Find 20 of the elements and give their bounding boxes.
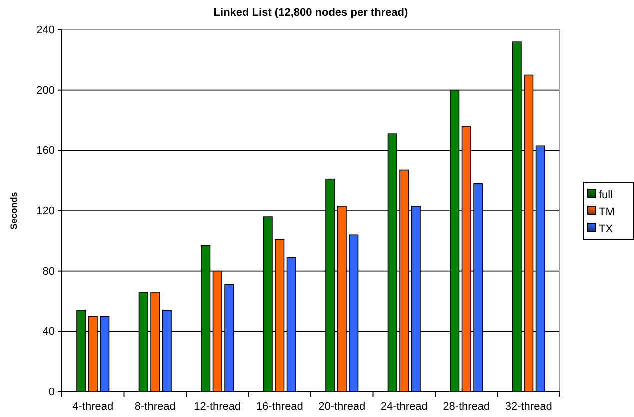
x-tick-label: 20-thread: [318, 401, 366, 413]
x-tick-label: 4-thread: [72, 401, 114, 413]
x-tick-label: 32-thread: [505, 401, 552, 413]
y-tick-label: 160: [36, 145, 55, 158]
x-tick-label: 8-thread: [134, 401, 176, 413]
y-tick-label: 40: [42, 326, 55, 338]
chart-title: Linked List (12,800 nodes per thread): [214, 7, 409, 19]
legend-label: full: [599, 190, 614, 202]
legend-label: TM: [599, 206, 615, 218]
y-tick-label: 240: [36, 24, 55, 37]
y-axis-title: Seconds: [9, 192, 19, 230]
y-tick-label: 200: [36, 84, 55, 97]
x-tick-label: 24-thread: [380, 401, 428, 413]
y-tick-label: 80: [42, 266, 55, 278]
x-tick-label: 28-thread: [443, 401, 490, 413]
x-tick-label: 12-thread: [194, 401, 242, 413]
y-tick-label: 120: [36, 206, 55, 218]
x-tick-label: 16-thread: [256, 401, 304, 413]
legend-label: TX: [599, 224, 614, 236]
y-tick-label: 0: [48, 386, 55, 399]
